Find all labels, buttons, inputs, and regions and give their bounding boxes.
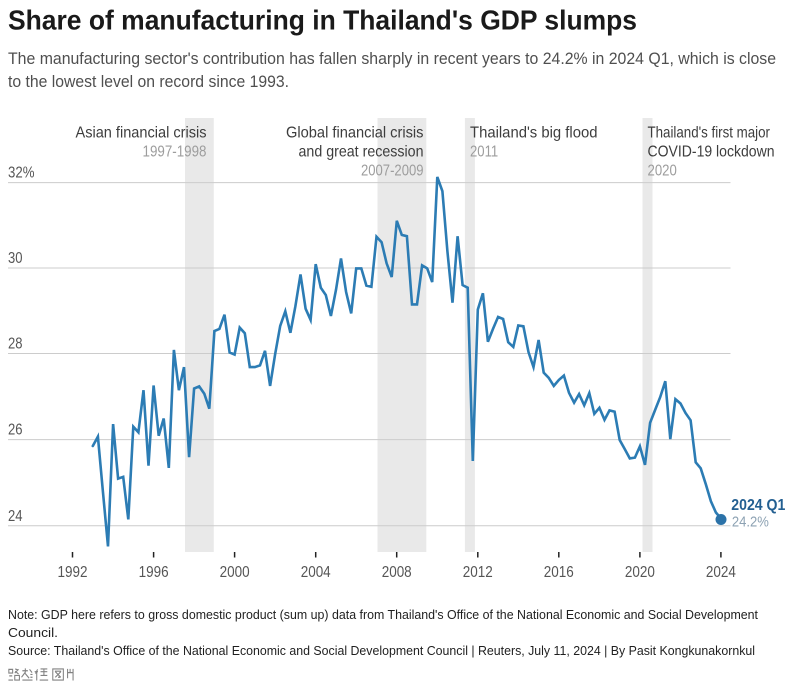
svg-text:24.2%: 24.2% (732, 513, 769, 530)
svg-text:2008: 2008 (382, 564, 412, 581)
svg-text:2004: 2004 (301, 564, 331, 581)
svg-text:Thailand's first major: Thailand's first major (648, 125, 771, 142)
svg-text:The manufacturing sector's con: The manufacturing sector's contribution … (8, 50, 776, 68)
svg-text:to the lowest level on record: to the lowest level on record since 1993… (8, 73, 289, 91)
svg-text:2020: 2020 (648, 163, 677, 180)
svg-text:2020: 2020 (625, 564, 655, 581)
svg-text:28: 28 (8, 336, 23, 353)
svg-text:2011: 2011 (470, 144, 498, 161)
svg-text:Note: GDP here refers to gross: Note: GDP here refers to gross domestic … (8, 607, 758, 622)
svg-text:Source: Thailand's Office of t: Source: Thailand's Office of the Nationa… (8, 643, 755, 658)
svg-text:26: 26 (8, 422, 23, 439)
svg-text:1996: 1996 (139, 564, 169, 581)
svg-text:Council.: Council. (8, 625, 58, 640)
svg-text:1997-1998: 1997-1998 (143, 144, 207, 161)
svg-text:2007-2009: 2007-2009 (361, 163, 424, 180)
svg-text:Share of manufacturing in Thai: Share of manufacturing in Thailand's GDP… (8, 5, 637, 36)
svg-text:1992: 1992 (58, 564, 88, 581)
svg-text:2012: 2012 (463, 564, 493, 581)
svg-text:COVID-19 lockdown: COVID-19 lockdown (648, 144, 775, 161)
svg-text:Global financial crisis: Global financial crisis (286, 125, 424, 142)
svg-text:2000: 2000 (220, 564, 250, 581)
svg-text:Thailand's big flood: Thailand's big flood (470, 125, 598, 142)
svg-text:32%: 32% (8, 165, 35, 182)
svg-text:Asian financial crisis: Asian financial crisis (76, 125, 207, 142)
svg-text:30: 30 (8, 250, 23, 267)
svg-text:24: 24 (8, 508, 23, 525)
svg-text:2024 Q1: 2024 Q1 (731, 497, 785, 514)
svg-text:2024: 2024 (706, 564, 736, 581)
svg-text:and great recession: and great recession (299, 144, 424, 161)
svg-text:2016: 2016 (544, 564, 574, 581)
